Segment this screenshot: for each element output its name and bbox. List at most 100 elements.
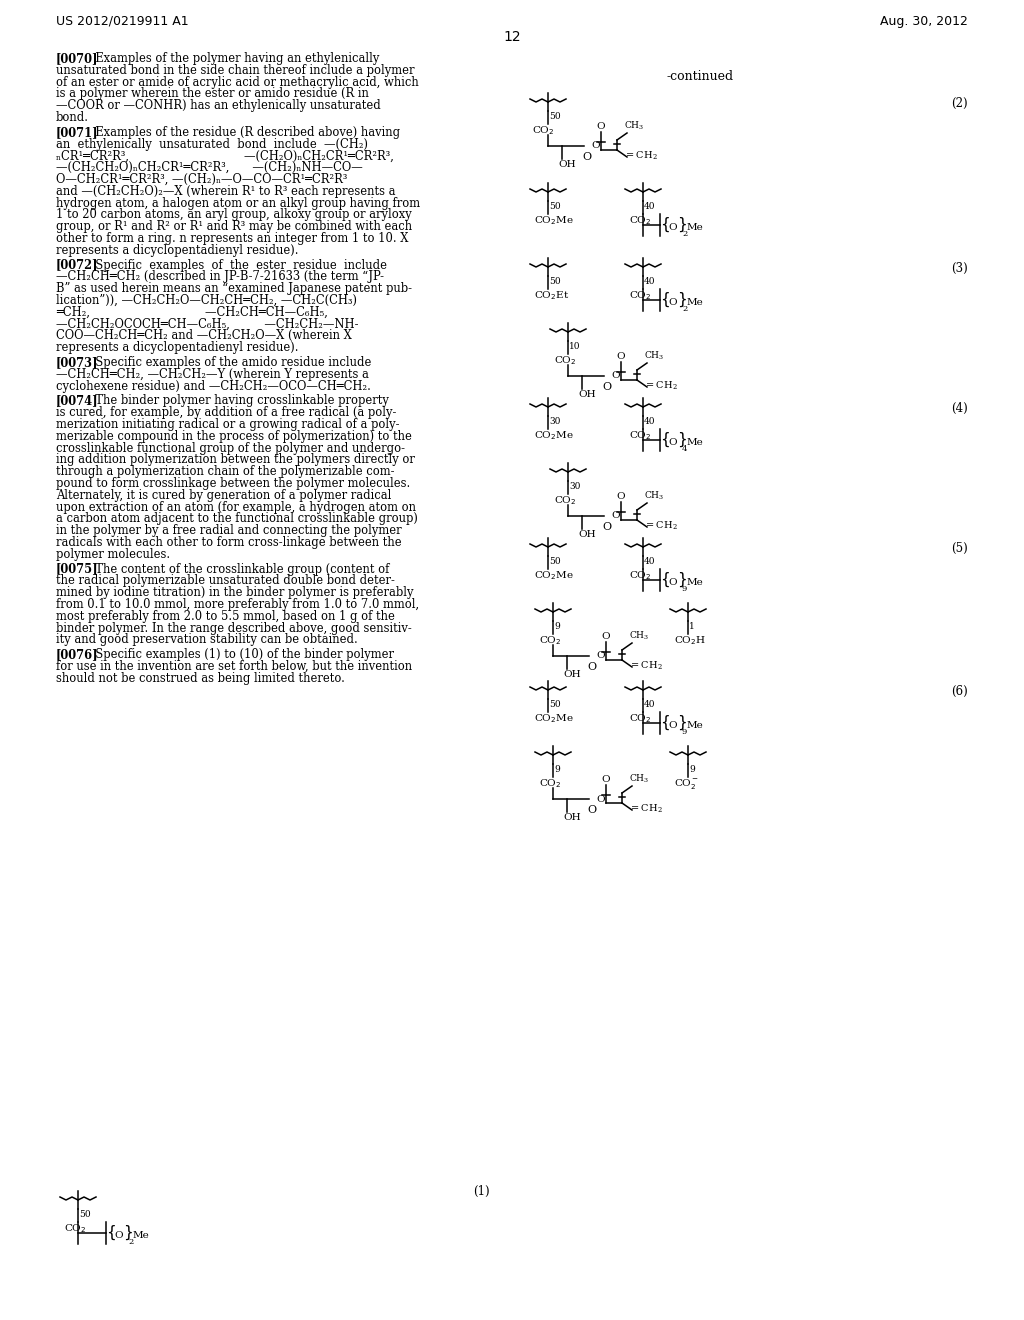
Text: 40: 40 [644,277,655,286]
Text: $\}$: $\}$ [677,215,687,234]
Text: O: O [616,352,626,360]
Text: $\mathregular{=CH_2}$: $\mathregular{=CH_2}$ [629,660,663,672]
Text: cyclohexene residue) and —CH₂CH₂—OCO—CH═CH₂.: cyclohexene residue) and —CH₂CH₂—OCO—CH═… [56,380,371,392]
Text: $\{$: $\{$ [106,1224,116,1242]
Text: O: O [591,141,600,150]
Text: CO$_2$Me: CO$_2$Me [534,429,573,442]
Text: -continued: -continued [667,70,733,83]
Text: CO$_2$: CO$_2$ [63,1222,86,1234]
Text: Specific  examples  of  the  ester  residue  include: Specific examples of the ester residue i… [88,259,387,272]
Text: 30: 30 [549,417,560,426]
Text: 40: 40 [644,700,655,709]
Text: 40: 40 [644,417,655,426]
Text: $\mathregular{=CH_2}$: $\mathregular{=CH_2}$ [629,803,663,816]
Text: CO$_2$H: CO$_2$H [674,634,706,647]
Text: through a polymerization chain of the polymerizable com-: through a polymerization chain of the po… [56,465,394,478]
Text: unsaturated bond in the side chain thereof include a polymer: unsaturated bond in the side chain there… [56,63,415,77]
Text: mined by iodine titration) in the binder polymer is preferably: mined by iodine titration) in the binder… [56,586,414,599]
Text: 50: 50 [549,557,560,566]
Text: $\{$: $\{$ [660,714,670,733]
Text: CO$_2$Me: CO$_2$Me [534,214,573,227]
Text: $\}$: $\}$ [677,430,687,449]
Text: represents a dicyclopentadienyl residue).: represents a dicyclopentadienyl residue)… [56,244,299,257]
Text: $\}$: $\}$ [677,714,687,733]
Text: O: O [582,152,591,162]
Text: $\{$: $\{$ [660,215,670,234]
Text: 40: 40 [644,557,655,566]
Text: CO$_2$: CO$_2$ [532,124,554,137]
Text: an  ethylenically  unsaturated  bond  include  —(CH₂): an ethylenically unsaturated bond includ… [56,137,368,150]
Text: OH: OH [578,531,596,539]
Text: $\}$: $\}$ [123,1224,133,1242]
Text: Aug. 30, 2012: Aug. 30, 2012 [880,15,968,28]
Text: a carbon atom adjacent to the functional crosslinkable group): a carbon atom adjacent to the functional… [56,512,418,525]
Text: —CH₂CH₂OCOCH═CH—C₆H₅,   —CH₂CH₂—NH-: —CH₂CH₂OCOCH═CH—C₆H₅, —CH₂CH₂—NH- [56,318,358,330]
Text: O: O [587,663,596,672]
Text: 1 to 20 carbon atoms, an aryl group, alkoxy group or aryloxy: 1 to 20 carbon atoms, an aryl group, alk… [56,209,412,222]
Text: B” as used herein means an “examined Japanese patent pub-: B” as used herein means an “examined Jap… [56,282,412,296]
Text: is a polymer wherein the ester or amido residue (R in: is a polymer wherein the ester or amido … [56,87,369,100]
Text: CO$_2$: CO$_2$ [629,569,651,582]
Text: $\mathregular{CH_3}$: $\mathregular{CH_3}$ [644,490,665,502]
Text: the radical polymerizable unsaturated double bond deter-: the radical polymerizable unsaturated do… [56,574,395,587]
Text: —CH₂CH═CH₂, —CH₂CH₂—Y (wherein Y represents a: —CH₂CH═CH₂, —CH₂CH₂—Y (wherein Y represe… [56,368,369,380]
Text: Me: Me [133,1232,150,1239]
Text: $\mathregular{CH_3}$: $\mathregular{CH_3}$ [629,772,649,785]
Text: CO$_2^-$: CO$_2^-$ [674,777,699,791]
Text: ═CH₂,          —CH₂CH═CH—C₆H₅,: ═CH₂, —CH₂CH═CH—C₆H₅, [56,306,328,319]
Text: O: O [596,652,604,660]
Text: 1: 1 [689,622,694,631]
Text: should not be construed as being limited thereto.: should not be construed as being limited… [56,672,345,685]
Text: O: O [602,381,611,392]
Text: CO$_2$Me: CO$_2$Me [534,569,573,582]
Text: merizable compound in the process of polymerization) to the: merizable compound in the process of pol… [56,430,412,442]
Text: $\mathregular{CH_3}$: $\mathregular{CH_3}$ [624,120,644,132]
Text: ing addition polymerization between the polymers directly or: ing addition polymerization between the … [56,453,415,466]
Text: Me: Me [687,438,703,447]
Text: CO$_2$: CO$_2$ [539,777,561,789]
Text: $\}$: $\}$ [677,570,687,589]
Text: O: O [668,721,677,730]
Text: $\{$: $\{$ [660,290,670,309]
Text: OH: OH [558,160,575,169]
Text: 2: 2 [682,305,687,313]
Text: [0071]: [0071] [56,125,98,139]
Text: in the polymer by a free radial and connecting the polymer: in the polymer by a free radial and conn… [56,524,401,537]
Text: $\mathregular{CH_3}$: $\mathregular{CH_3}$ [644,350,665,362]
Text: OH: OH [578,389,596,399]
Text: from 0.1 to 10.0 mmol, more preferably from 1.0 to 7.0 mmol,: from 0.1 to 10.0 mmol, more preferably f… [56,598,419,611]
Text: Me: Me [687,298,703,308]
Text: [0076]: [0076] [56,648,98,661]
Text: (4): (4) [951,403,968,414]
Text: OH: OH [563,813,581,822]
Text: 9: 9 [554,766,560,774]
Text: $\}$: $\}$ [677,290,687,309]
Text: ity and good preservation stability can be obtained.: ity and good preservation stability can … [56,634,357,647]
Text: 50: 50 [549,277,560,286]
Text: 9: 9 [682,729,687,737]
Text: [0070]: [0070] [56,51,98,65]
Text: 9: 9 [682,585,687,593]
Text: O: O [668,298,677,308]
Text: CO$_2$: CO$_2$ [554,494,577,507]
Text: CO$_2$Me: CO$_2$Me [534,711,573,725]
Text: Me: Me [687,223,703,232]
Text: CO$_2$: CO$_2$ [629,289,651,302]
Text: (5): (5) [951,543,968,554]
Text: pound to form crosslinkage between the polymer molecules.: pound to form crosslinkage between the p… [56,477,411,490]
Text: $\{$: $\{$ [660,430,670,449]
Text: CO$_2$: CO$_2$ [629,214,651,227]
Text: Examples of the polymer having an ethylenically: Examples of the polymer having an ethyle… [88,51,379,65]
Text: (2): (2) [951,96,968,110]
Text: O: O [602,521,611,532]
Text: —COOR or —CONHR) has an ethylenically unsaturated: —COOR or —CONHR) has an ethylenically un… [56,99,381,112]
Text: (3): (3) [951,261,968,275]
Text: O: O [596,795,604,804]
Text: 50: 50 [549,112,560,121]
Text: O: O [597,121,605,131]
Text: $\mathregular{CH_3}$: $\mathregular{CH_3}$ [629,630,649,642]
Text: O: O [611,371,620,380]
Text: ₙCR¹═CR²R³,          —(CH₂O)ₙCH₂CR¹═CR²R³,: ₙCR¹═CR²R³, —(CH₂O)ₙCH₂CR¹═CR²R³, [56,149,394,162]
Text: upon extraction of an atom (for example, a hydrogen atom on: upon extraction of an atom (for example,… [56,500,416,513]
Text: [0075]: [0075] [56,562,98,576]
